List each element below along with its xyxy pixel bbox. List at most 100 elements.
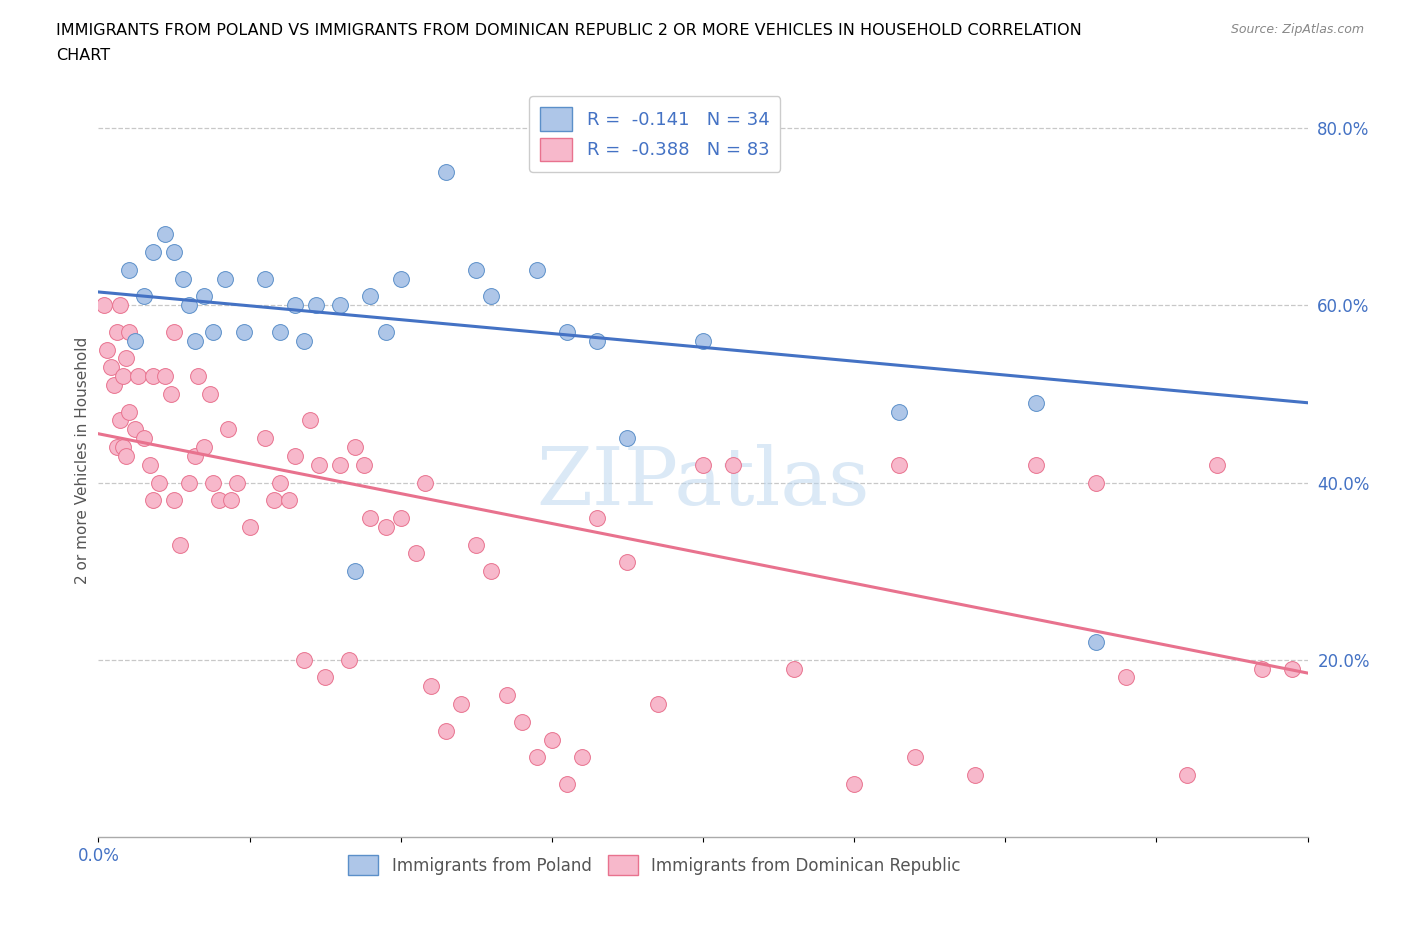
Point	[405, 546, 427, 561]
Point	[277, 493, 299, 508]
Point	[208, 493, 231, 508]
Point	[184, 333, 207, 348]
Point	[114, 448, 136, 463]
Point	[153, 368, 176, 383]
Point	[179, 298, 201, 312]
Point	[214, 272, 236, 286]
Point	[1085, 475, 1108, 490]
Point	[202, 475, 225, 490]
Point	[139, 458, 162, 472]
Point	[329, 298, 352, 312]
Point	[93, 298, 115, 312]
Point	[434, 724, 457, 738]
Point	[172, 272, 194, 286]
Point	[103, 378, 125, 392]
Legend: Immigrants from Poland, Immigrants from Dominican Republic: Immigrants from Poland, Immigrants from …	[342, 849, 967, 882]
Point	[118, 325, 141, 339]
Point	[179, 475, 201, 490]
Text: CHART: CHART	[56, 48, 110, 63]
Point	[1206, 458, 1229, 472]
Point	[555, 325, 578, 339]
Point	[269, 475, 291, 490]
Point	[1024, 458, 1046, 472]
Point	[187, 368, 209, 383]
Point	[389, 272, 412, 286]
Point	[616, 555, 638, 570]
Point	[111, 368, 134, 383]
Point	[108, 298, 131, 312]
Point	[124, 422, 146, 437]
Point	[124, 333, 146, 348]
Text: ZIPatlas: ZIPatlas	[536, 444, 870, 522]
Point	[1115, 670, 1137, 684]
Point	[555, 777, 578, 791]
Point	[360, 289, 382, 304]
Point	[292, 333, 315, 348]
Point	[481, 289, 503, 304]
Point	[465, 538, 488, 552]
Point	[571, 750, 593, 764]
Point	[450, 697, 472, 711]
Point	[118, 405, 141, 419]
Point	[184, 448, 207, 463]
Point	[269, 325, 291, 339]
Point	[193, 289, 215, 304]
Point	[360, 511, 382, 525]
Point	[284, 298, 307, 312]
Point	[163, 493, 186, 508]
Point	[284, 448, 307, 463]
Point	[299, 413, 322, 428]
Point	[127, 368, 149, 383]
Point	[169, 538, 191, 552]
Point	[1175, 767, 1198, 782]
Point	[420, 679, 443, 694]
Text: IMMIGRANTS FROM POLAND VS IMMIGRANTS FROM DOMINICAN REPUBLIC 2 OR MORE VEHICLES : IMMIGRANTS FROM POLAND VS IMMIGRANTS FRO…	[56, 23, 1083, 38]
Point	[111, 440, 134, 455]
Point	[221, 493, 243, 508]
Point	[586, 511, 609, 525]
Point	[465, 262, 488, 277]
Point	[163, 245, 186, 259]
Point	[292, 652, 315, 667]
Point	[105, 440, 128, 455]
Point	[889, 405, 911, 419]
Point	[616, 431, 638, 445]
Point	[105, 325, 128, 339]
Point	[232, 325, 254, 339]
Point	[374, 325, 396, 339]
Point	[226, 475, 249, 490]
Point	[160, 387, 183, 402]
Point	[142, 245, 165, 259]
Point	[692, 458, 714, 472]
Point	[904, 750, 927, 764]
Point	[132, 431, 155, 445]
Point	[344, 440, 367, 455]
Point	[253, 272, 276, 286]
Point	[526, 262, 548, 277]
Point	[783, 661, 806, 676]
Point	[374, 519, 396, 534]
Point	[308, 458, 330, 472]
Point	[148, 475, 170, 490]
Point	[200, 387, 222, 402]
Point	[844, 777, 866, 791]
Point	[96, 342, 118, 357]
Point	[526, 750, 548, 764]
Point	[1251, 661, 1274, 676]
Point	[647, 697, 669, 711]
Point	[153, 227, 176, 242]
Point	[889, 458, 911, 472]
Point	[202, 325, 225, 339]
Point	[118, 262, 141, 277]
Point	[1085, 634, 1108, 649]
Point	[389, 511, 412, 525]
Point	[481, 564, 503, 578]
Point	[1024, 395, 1046, 410]
Point	[305, 298, 328, 312]
Point	[413, 475, 436, 490]
Point	[314, 670, 336, 684]
Point	[253, 431, 276, 445]
Point	[142, 368, 165, 383]
Point	[692, 333, 714, 348]
Point	[1281, 661, 1303, 676]
